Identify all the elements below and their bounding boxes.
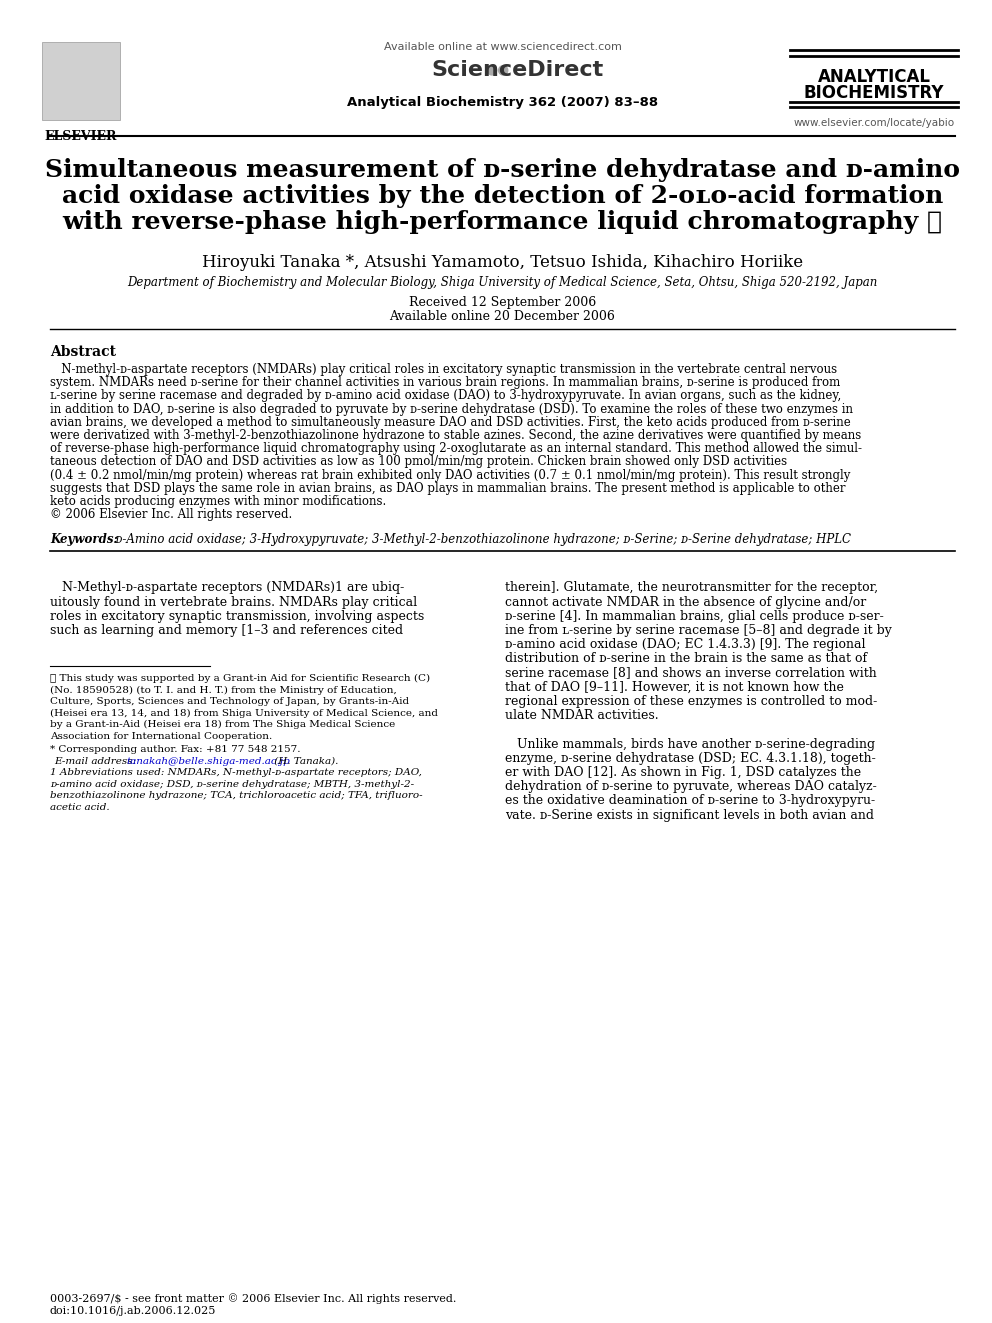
Text: were derivatized with 3-methyl-2-benzothiazolinone hydrazone to stable azines. S: were derivatized with 3-methyl-2-benzoth… [50,429,861,442]
Text: ᴅ-amino acid oxidase (DAO; EC 1.4.3.3) [9]. The regional: ᴅ-amino acid oxidase (DAO; EC 1.4.3.3) [… [505,638,865,651]
Text: keto acids producing enzymes with minor modifications.: keto acids producing enzymes with minor … [50,495,386,508]
Text: vate. ᴅ-Serine exists in significant levels in both avian and: vate. ᴅ-Serine exists in significant lev… [505,808,874,822]
Text: by a Grant-in-Aid (Heisei era 18) from The Shiga Medical Science: by a Grant-in-Aid (Heisei era 18) from T… [50,720,395,729]
Text: tanakah@belle.shiga-med.ac.jp: tanakah@belle.shiga-med.ac.jp [126,757,290,766]
Text: such as learning and memory [1–3 and references cited: such as learning and memory [1–3 and ref… [50,624,403,636]
Text: Simultaneous measurement of ᴅ-serine dehydratase and ᴅ-amino: Simultaneous measurement of ᴅ-serine deh… [45,157,960,183]
Text: ANALYTICAL: ANALYTICAL [817,67,930,86]
Text: distribution of ᴅ-serine in the brain is the same as that of: distribution of ᴅ-serine in the brain is… [505,652,867,665]
Text: E-mail address:: E-mail address: [54,757,139,766]
Text: * Corresponding author. Fax: +81 77 548 2157.: * Corresponding author. Fax: +81 77 548 … [50,745,301,754]
Text: ᴅ-Amino acid oxidase; 3-Hydroxypyruvate; 3-Methyl-2-benzothiazolinone hydrazone;: ᴅ-Amino acid oxidase; 3-Hydroxypyruvate;… [108,533,851,546]
Text: ●●: ●● [485,62,510,75]
Text: that of DAO [9–11]. However, it is not known how the: that of DAO [9–11]. However, it is not k… [505,681,844,693]
Text: roles in excitatory synaptic transmission, involving aspects: roles in excitatory synaptic transmissio… [50,610,425,623]
Text: uitously found in vertebrate brains. NMDARs play critical: uitously found in vertebrate brains. NMD… [50,595,417,609]
Text: ine from ʟ-serine by serine racemase [5–8] and degrade it by: ine from ʟ-serine by serine racemase [5–… [505,624,892,636]
Text: Culture, Sports, Sciences and Technology of Japan, by Grants-in-Aid: Culture, Sports, Sciences and Technology… [50,697,409,706]
Text: (0.4 ± 0.2 nmol/min/mg protein) whereas rat brain exhibited only DAO activities : (0.4 ± 0.2 nmol/min/mg protein) whereas … [50,468,850,482]
Text: acetic acid.: acetic acid. [50,803,110,812]
Text: ELSEVIER: ELSEVIER [45,130,117,143]
Text: in addition to DAO, ᴅ-serine is also degraded to pyruvate by ᴅ-serine dehydratas: in addition to DAO, ᴅ-serine is also deg… [50,402,853,415]
Text: Analytical Biochemistry 362 (2007) 83–88: Analytical Biochemistry 362 (2007) 83–88 [347,97,658,108]
Text: © 2006 Elsevier Inc. All rights reserved.: © 2006 Elsevier Inc. All rights reserved… [50,508,293,521]
Text: Received 12 September 2006: Received 12 September 2006 [409,296,596,310]
Text: Department of Biochemistry and Molecular Biology, Shiga University of Medical Sc: Department of Biochemistry and Molecular… [127,277,878,288]
Text: BIOCHEMISTRY: BIOCHEMISTRY [804,83,944,102]
Text: Available online 20 December 2006: Available online 20 December 2006 [390,310,615,323]
Text: Unlike mammals, birds have another ᴅ-serine-degrading: Unlike mammals, birds have another ᴅ-ser… [505,738,875,750]
Text: avian brains, we developed a method to simultaneously measure DAO and DSD activi: avian brains, we developed a method to s… [50,415,851,429]
Text: of reverse-phase high-performance liquid chromatography using 2-oxoglutarate as : of reverse-phase high-performance liquid… [50,442,862,455]
Text: ʟ-serine by serine racemase and degraded by ᴅ-amino acid oxidase (DAO) to 3-hydr: ʟ-serine by serine racemase and degraded… [50,389,841,402]
Text: ᴅ-amino acid oxidase; DSD, ᴅ-serine dehydratase; MBTH, 3-methyl-2-: ᴅ-amino acid oxidase; DSD, ᴅ-serine dehy… [50,779,414,789]
Text: acid oxidase activities by the detection of 2-ᴏʟᴏ-acid formation: acid oxidase activities by the detection… [62,184,943,208]
Text: enzyme, ᴅ-serine dehydratase (DSD; EC. 4.3.1.18), togeth-: enzyme, ᴅ-serine dehydratase (DSD; EC. 4… [505,751,876,765]
Text: (H. Tanaka).: (H. Tanaka). [271,757,338,766]
Text: Keywords:: Keywords: [50,533,118,546]
Text: er with DAO [12]. As shown in Fig. 1, DSD catalyzes the: er with DAO [12]. As shown in Fig. 1, DS… [505,766,861,779]
Text: suggests that DSD plays the same role in avian brains, as DAO plays in mammalian: suggests that DSD plays the same role in… [50,482,845,495]
Text: N-methyl-ᴅ-aspartate receptors (NMDARs) play critical roles in excitatory synapt: N-methyl-ᴅ-aspartate receptors (NMDARs) … [50,363,837,376]
Text: www.elsevier.com/locate/yabio: www.elsevier.com/locate/yabio [794,118,954,128]
Text: taneous detection of DAO and DSD activities as low as 100 pmol/min/mg protein. C: taneous detection of DAO and DSD activit… [50,455,787,468]
Text: (Heisei era 13, 14, and 18) from Shiga University of Medical Science, and: (Heisei era 13, 14, and 18) from Shiga U… [50,709,438,718]
Text: Abstract: Abstract [50,345,116,359]
Text: therein]. Glutamate, the neurotransmitter for the receptor,: therein]. Glutamate, the neurotransmitte… [505,581,878,594]
Text: 0003-2697/$ - see front matter © 2006 Elsevier Inc. All rights reserved.: 0003-2697/$ - see front matter © 2006 El… [50,1293,456,1303]
Text: Association for International Cooperation.: Association for International Cooperatio… [50,732,272,741]
Text: benzothiazolinone hydrazone; TCA, trichloroacetic acid; TFA, trifluoro-: benzothiazolinone hydrazone; TCA, trichl… [50,791,423,800]
Text: ulate NMDAR activities.: ulate NMDAR activities. [505,709,659,722]
Text: N-Methyl-ᴅ-aspartate receptors (NMDARs)1 are ubiq-: N-Methyl-ᴅ-aspartate receptors (NMDARs)1… [50,581,405,594]
Text: regional expression of these enzymes is controlled to mod-: regional expression of these enzymes is … [505,695,877,708]
Text: ScienceDirect: ScienceDirect [432,60,603,79]
Text: serine racemase [8] and shows an inverse correlation with: serine racemase [8] and shows an inverse… [505,667,877,680]
Text: cannot activate NMDAR in the absence of glycine and/or: cannot activate NMDAR in the absence of … [505,595,866,609]
Text: ★ This study was supported by a Grant-in Aid for Scientific Research (C): ★ This study was supported by a Grant-in… [50,675,431,683]
Text: ᴅ-serine [4]. In mammalian brains, glial cells produce ᴅ-ser-: ᴅ-serine [4]. In mammalian brains, glial… [505,610,884,623]
Text: dehydration of ᴅ-serine to pyruvate, whereas DAO catalyz-: dehydration of ᴅ-serine to pyruvate, whe… [505,781,877,794]
Text: Available online at www.sciencedirect.com: Available online at www.sciencedirect.co… [384,42,621,52]
Text: with reverse-phase high-performance liquid chromatography ☆: with reverse-phase high-performance liqu… [62,210,942,234]
Text: es the oxidative deamination of ᴅ-serine to 3-hydroxypyru-: es the oxidative deamination of ᴅ-serine… [505,794,875,807]
Text: (No. 18590528) (to T. I. and H. T.) from the Ministry of Education,: (No. 18590528) (to T. I. and H. T.) from… [50,685,397,695]
Text: system. NMDARs need ᴅ-serine for their channel activities in various brain regio: system. NMDARs need ᴅ-serine for their c… [50,376,840,389]
Text: Hiroyuki Tanaka *, Atsushi Yamamoto, Tetsuo Ishida, Kihachiro Horiike: Hiroyuki Tanaka *, Atsushi Yamamoto, Tet… [202,254,804,271]
FancyBboxPatch shape [42,42,120,120]
Text: doi:10.1016/j.ab.2006.12.025: doi:10.1016/j.ab.2006.12.025 [50,1306,216,1316]
Text: 1 Abbreviations used: NMDARs, N-methyl-ᴅ-aspartate receptors; DAO,: 1 Abbreviations used: NMDARs, N-methyl-ᴅ… [50,769,422,777]
